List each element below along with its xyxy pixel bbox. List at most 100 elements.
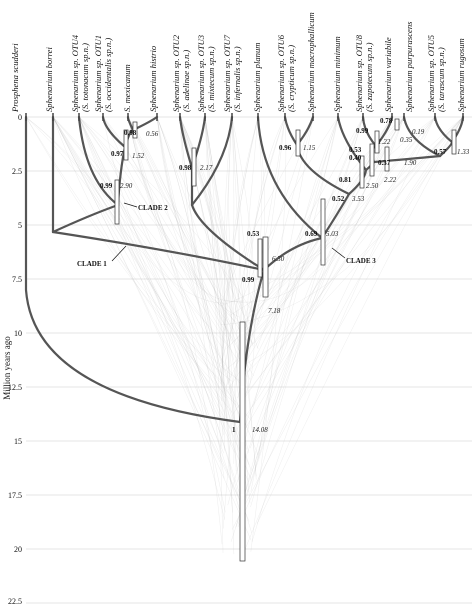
- posterior-tree-trace: [179, 116, 227, 394]
- taxon-label: Sphenarium sp. OTU7: [222, 34, 232, 112]
- posterior-tree-trace: [220, 116, 259, 385]
- clade-1-label: CLADE 1: [77, 260, 107, 268]
- taxon-sublabel: (S. occidentalis sp.n.): [103, 38, 113, 112]
- node-age: 2.22: [384, 176, 397, 184]
- posterior-tree-trace: [52, 116, 223, 408]
- node-age: 1.15: [303, 144, 316, 152]
- y-tick-label: 5: [18, 221, 22, 230]
- posterior-tree-trace: [78, 116, 221, 463]
- posterior-tree-trace: [52, 116, 226, 304]
- branch-planum: [256, 115, 324, 240]
- hpd-bars: [114, 118, 457, 562]
- posterior-tree-trace: [240, 116, 405, 508]
- hpd-bar-otu6-macro: [295, 129, 301, 157]
- taxon-label: Prosphena scudderi: [10, 43, 20, 113]
- y-tick-label: 15: [14, 437, 22, 446]
- posterior-tree-trace: [156, 116, 226, 331]
- posterior-tree-trace: [78, 116, 224, 454]
- posterior-tree-trace: [249, 116, 405, 479]
- posterior-tree-trace: [246, 116, 364, 336]
- hpd-bar-node-037: [384, 146, 390, 172]
- node-support: 0.97: [111, 150, 124, 158]
- posterior-tree-trace: [204, 116, 246, 367]
- posterior-tree-trace: [78, 116, 226, 513]
- posterior-tree-trace: [102, 116, 242, 382]
- posterior-tree-trace: [232, 116, 464, 415]
- posterior-tree-trace: [78, 116, 249, 482]
- node-age: 1.52: [132, 152, 145, 160]
- posterior-tree-trace: [231, 116, 255, 328]
- branch-otu6-macro-stem: [295, 143, 351, 196]
- posterior-tree-trace: [156, 116, 221, 418]
- posterior-tree-trace: [102, 116, 245, 332]
- node-age: 1.90: [404, 159, 417, 167]
- posterior-tree-trace: [25, 116, 240, 416]
- taxon-label: Sphenarium minimum: [332, 36, 342, 112]
- branch-otu4: [77, 115, 120, 207]
- branch-clade-otu2-stem: [190, 203, 266, 272]
- hpd-bar-root: [239, 321, 246, 562]
- posterior-tree-trace: [52, 116, 223, 349]
- posterior-tree-trace: [230, 116, 364, 542]
- taxon-label: Sphenarium variabile: [383, 37, 393, 112]
- posterior-tree-trace: [251, 116, 464, 408]
- posterior-tree-trace: [127, 116, 250, 380]
- taxon-label: Sphenarium histrio: [148, 45, 158, 112]
- node-age: 0.35: [400, 136, 413, 144]
- posterior-tree-trace: [246, 116, 436, 393]
- posterior-tree-trace: [224, 116, 286, 366]
- taxon-label: S. mexicanum: [122, 64, 132, 112]
- node-age: 7.18: [268, 307, 281, 315]
- posterior-tree-trace: [236, 116, 262, 332]
- node-support: 1: [232, 426, 236, 434]
- posterior-tree-trace: [242, 116, 436, 323]
- branch-prosphena: [24, 115, 242, 424]
- posterior-tree-trace: [226, 116, 436, 349]
- posterior-tree-trace: [52, 116, 233, 413]
- posterior-tree-trace: [52, 116, 231, 430]
- node-age: 0.19: [412, 128, 425, 136]
- posterior-tree-trace: [251, 116, 464, 542]
- posterior-tree-trace: [231, 116, 257, 477]
- taxon-label: Sphenarium planum: [252, 43, 262, 112]
- posterior-tree-trace: [245, 116, 286, 428]
- node-support: 0.52: [332, 195, 345, 203]
- y-axis-label: Million years ago: [2, 336, 12, 400]
- node-support: 0.99: [356, 127, 369, 135]
- taxon-label: Sphenarium sp. OTU4: [70, 34, 80, 112]
- posterior-tree-trace: [127, 116, 237, 433]
- node-age: 1.22: [378, 138, 391, 146]
- posterior-tree-trace: [78, 116, 225, 520]
- branch-clade3-stem: [262, 236, 324, 272]
- posterior-tree-trace: [52, 116, 237, 359]
- posterior-tree-trace: [231, 116, 256, 388]
- y-tick-label: 7.5: [12, 275, 22, 284]
- branch-purpurascens: [402, 115, 442, 158]
- y-tick-label: 2.5: [12, 167, 22, 176]
- hpd-bar-node-081: [359, 155, 365, 189]
- taxon-sublabel: (S. zapotecum sp.n.): [364, 42, 374, 112]
- node-annotations: 0.98 0.56 0.97 1.52 0.99 2.90 0.98 2.17 …: [100, 117, 470, 434]
- branch-otu6: [283, 115, 299, 147]
- posterior-tree-trace: [228, 116, 364, 390]
- node-age: 3.53: [351, 195, 365, 203]
- posterior-tree-trace: [231, 116, 240, 301]
- posterior-tree-trace: [179, 116, 225, 479]
- posterior-tree-trace: [127, 116, 242, 386]
- node-support: 0.57: [434, 148, 447, 156]
- taxon-sublabel: (S. adelinae sp.n.): [181, 50, 191, 112]
- taxon-label: Sphenarium macrophallicum: [306, 12, 316, 112]
- node-support: 0.69: [305, 230, 318, 238]
- branch-clade2-stem: [51, 203, 120, 234]
- posterior-tree-trace: [230, 116, 314, 394]
- posterior-tree-trace: [246, 116, 464, 341]
- taxon-sublabel: (S. totonacum sp.n.): [80, 43, 90, 112]
- node-support: 0.53: [349, 146, 362, 154]
- branch-clade1-stem: [51, 230, 266, 272]
- node-support: 0.99: [242, 276, 255, 284]
- node-age: 2.50: [366, 182, 379, 190]
- posterior-tree-trace: [204, 116, 233, 513]
- posterior-tree-trace: [52, 116, 250, 419]
- posterior-tree-trace: [233, 116, 286, 464]
- hpd-bar-clade1-inner: [257, 238, 263, 278]
